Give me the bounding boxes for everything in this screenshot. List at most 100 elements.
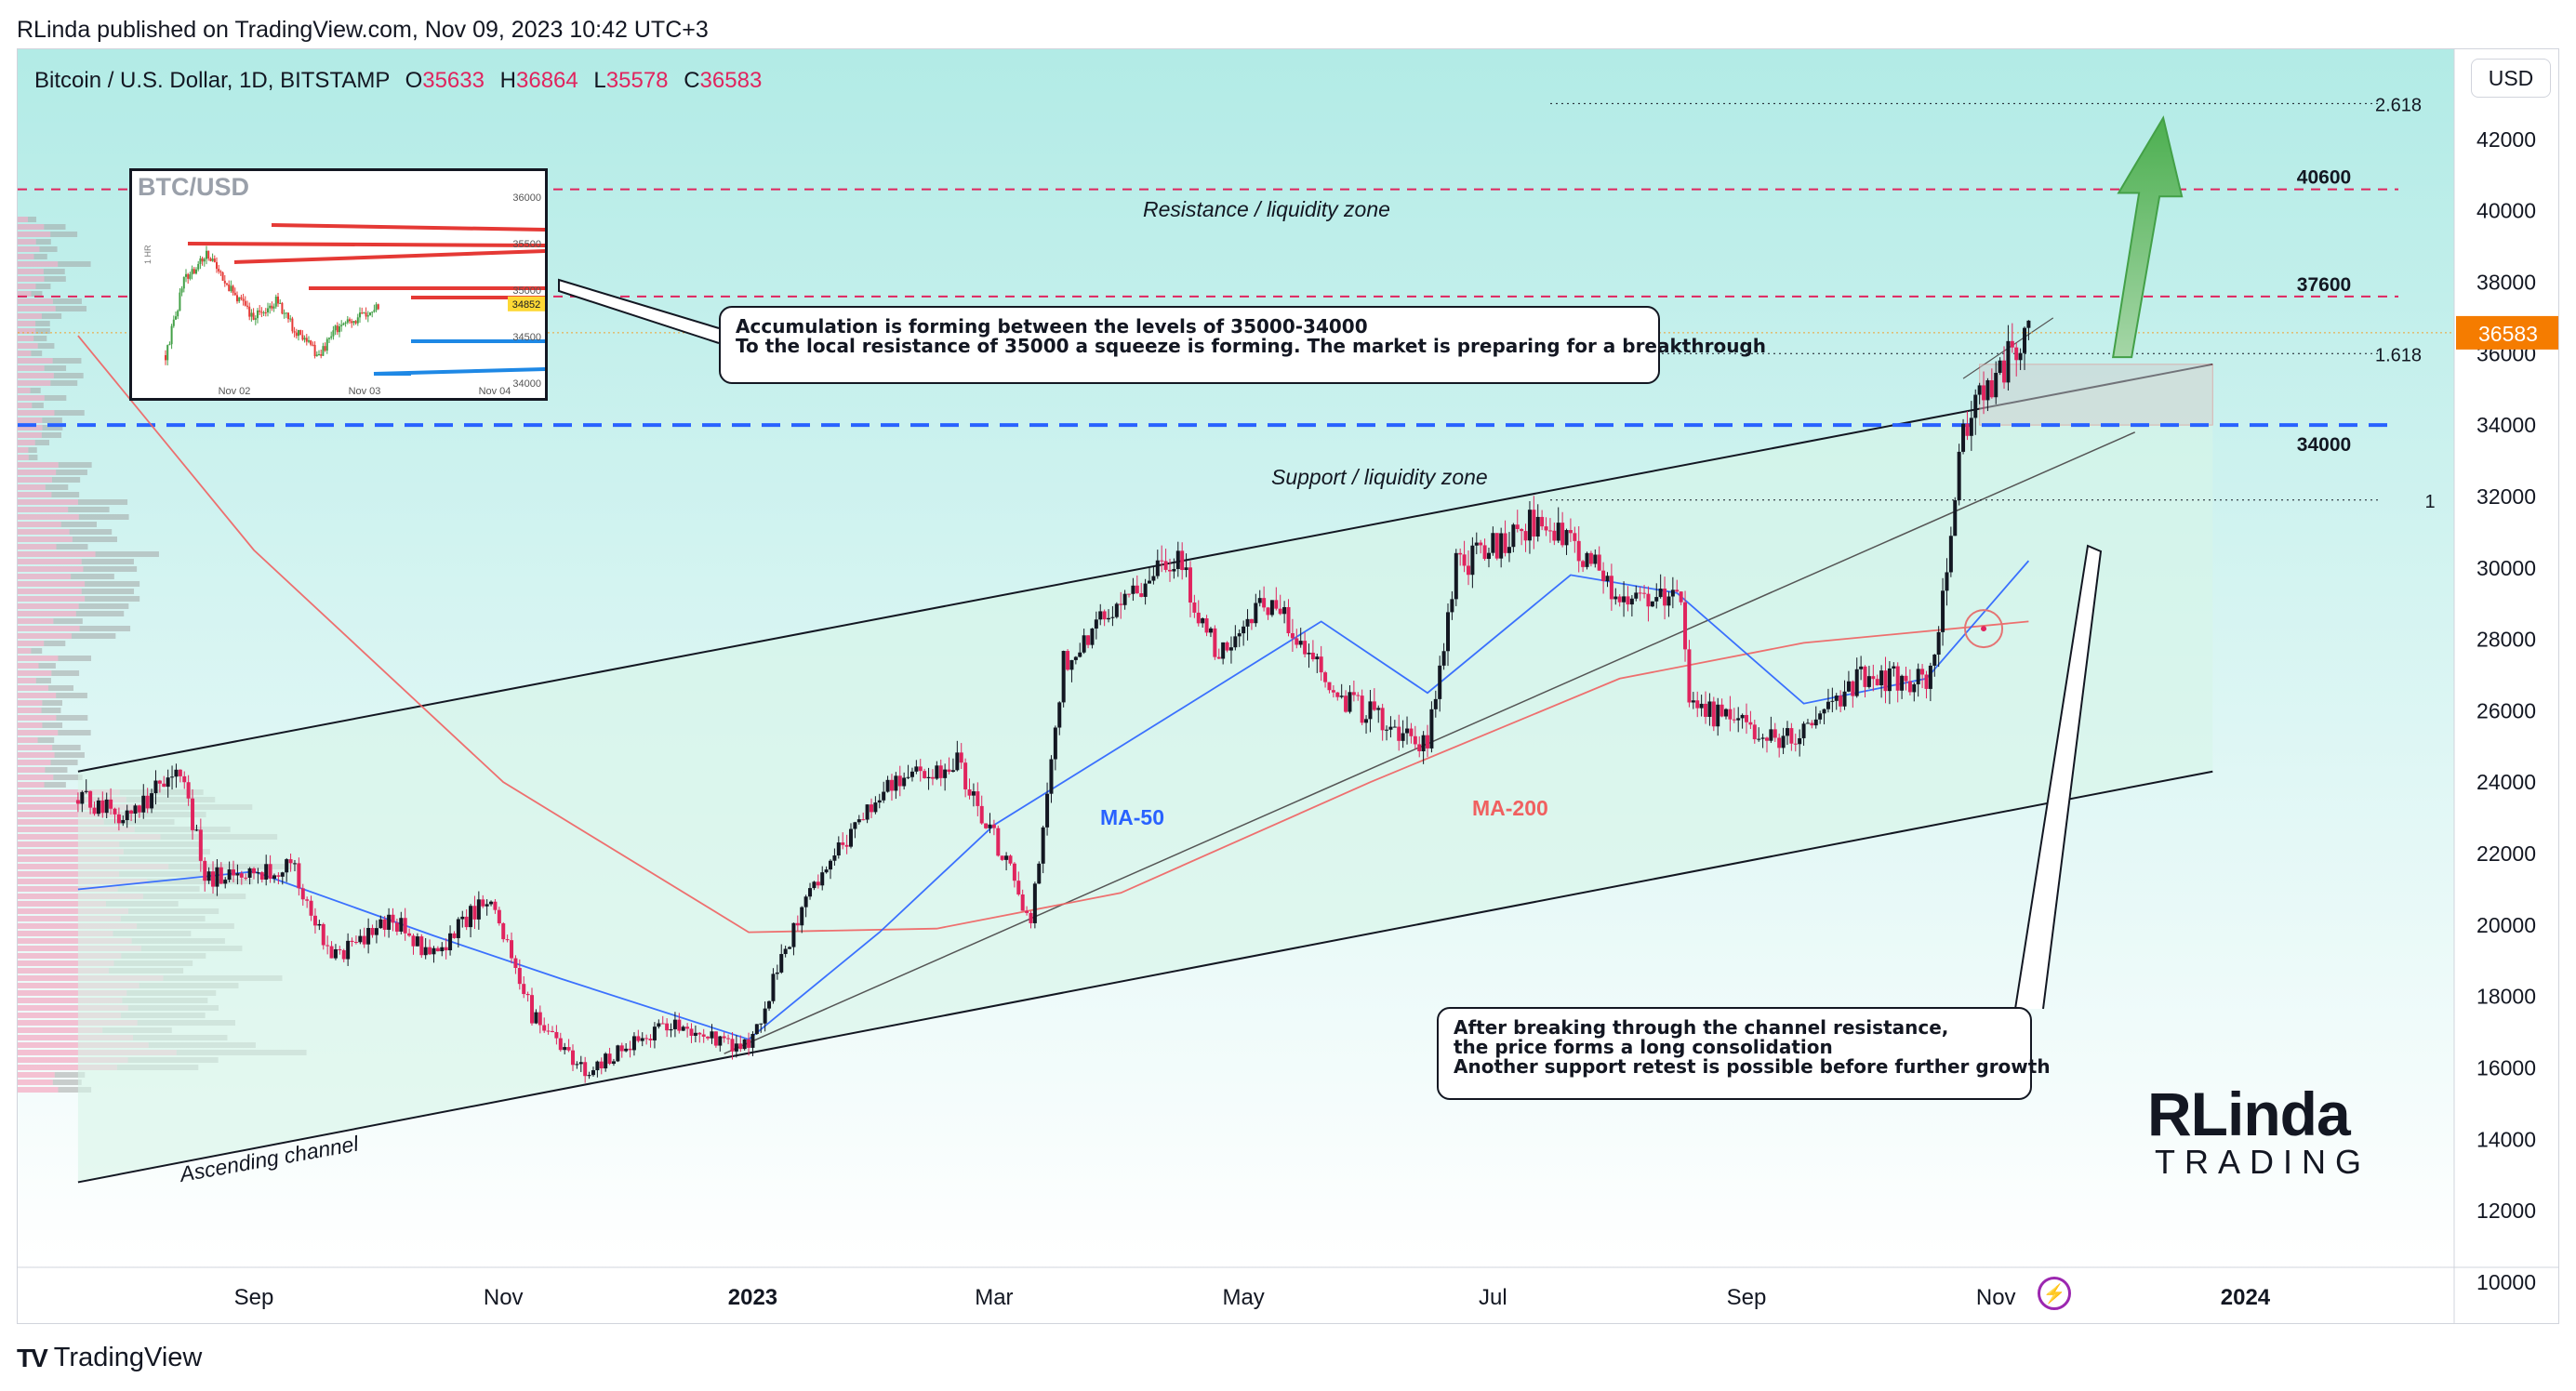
volume-profile-bar (18, 752, 55, 758)
callout-pointer-top (558, 278, 720, 344)
candle-body (1691, 700, 1695, 703)
candle-body (1192, 602, 1197, 613)
candle-body (472, 906, 477, 920)
candle-body (750, 1033, 755, 1048)
volume-profile-bar (44, 395, 67, 401)
candle-body (1421, 735, 1426, 751)
volume-profile-bar (18, 232, 51, 237)
volume-profile-bar (18, 239, 36, 245)
candle-body (1760, 737, 1765, 739)
candle-body (1752, 724, 1757, 740)
volume-profile-bar (44, 782, 66, 788)
candle-body (1184, 567, 1188, 571)
candle-body (1879, 670, 1884, 686)
volume-profile-bar (18, 819, 104, 825)
candle-body (996, 828, 1001, 856)
volume-profile-bar (18, 1087, 59, 1093)
volume-profile-bar (83, 566, 138, 572)
candle-body (1135, 585, 1139, 594)
candle-body (1764, 737, 1769, 741)
inset-candle-body (283, 312, 285, 314)
candle-body (1544, 526, 1548, 531)
volume-profile-bar (18, 730, 59, 735)
candle-body (1045, 793, 1050, 828)
candle-body (1638, 592, 1642, 594)
volume-profile-bar (35, 678, 51, 683)
candle-body (1704, 703, 1708, 717)
volume-profile-bar (18, 1080, 53, 1085)
candle-body (1866, 676, 1871, 687)
tradingview-logo-icon: TV (17, 1343, 48, 1372)
volume-profile-bar (28, 455, 38, 460)
volume-profile-bar (18, 960, 114, 966)
candle-body (232, 869, 236, 876)
candle-body (1977, 385, 1982, 395)
candle-body (292, 863, 297, 865)
volume-profile-bar (18, 574, 72, 579)
volume-profile-bar (18, 522, 61, 527)
volume-profile-bar (18, 403, 33, 408)
candle-body (1482, 545, 1487, 560)
candle-body (153, 780, 158, 794)
candle-body (272, 875, 276, 880)
candle-body (157, 780, 162, 784)
inset-price-label: 36000 (512, 192, 541, 204)
inset-candle-body (260, 311, 263, 313)
accumulation-zone-box (1979, 364, 2213, 426)
candle-body (194, 829, 199, 831)
candle-body (1875, 679, 1879, 686)
candle-body (1839, 696, 1843, 707)
candle-body (979, 805, 984, 824)
candle-body (394, 922, 399, 932)
inset-candle-body (277, 296, 279, 304)
inset-candle-body (320, 353, 323, 356)
candle-body (235, 873, 240, 876)
volume-profile-bar (18, 455, 29, 460)
candle-body (697, 1032, 702, 1035)
chart-frame[interactable]: Resistance / liquidity zone Support / liq… (17, 48, 2559, 1324)
ma50-label: MA-50 (1100, 805, 1164, 829)
candle-body (1470, 545, 1475, 576)
volume-profile-bar (42, 425, 63, 431)
inset-candle-body (201, 258, 204, 262)
candle-body (456, 919, 460, 938)
candle-body (1982, 385, 1986, 401)
candle-body (1781, 735, 1786, 748)
price-axis-label: 10000 (2476, 1270, 2536, 1294)
volume-profile-bar (54, 752, 85, 758)
candle-body (984, 823, 989, 828)
open-label: O (405, 68, 423, 93)
candle-body (791, 922, 796, 947)
candle-body (841, 842, 845, 845)
close-value: 36583 (699, 68, 763, 93)
candle-body (1438, 665, 1442, 699)
currency-button[interactable]: USD (2471, 59, 2551, 98)
candle-body (534, 1012, 538, 1024)
volume-profile-bar (18, 284, 36, 289)
candle-body (1687, 649, 1692, 703)
inset-price-label: 34000 (512, 378, 541, 390)
candle-body (121, 820, 126, 824)
candle-body (1303, 641, 1308, 655)
candle-body (1547, 530, 1552, 532)
volume-profile-bar (18, 343, 38, 349)
candle-body (239, 873, 244, 878)
volume-profile-bar (35, 328, 50, 334)
lightning-icon[interactable]: ⚡ (2038, 1277, 2071, 1310)
candle-body (96, 800, 100, 815)
candle-body (448, 933, 453, 951)
candle-body (1122, 593, 1127, 605)
inset-candle-body (313, 344, 316, 357)
time-axis-label: Sep (1727, 1285, 1767, 1310)
volume-profile-bar (53, 775, 83, 780)
callout-consolidation: After breaking through the channel resis… (1437, 1007, 2051, 1100)
candle-body (1863, 666, 1867, 687)
candle-body (657, 1023, 661, 1027)
candle-body (1785, 728, 1789, 736)
inset-candle-body (242, 298, 245, 301)
inset-candle-body (221, 272, 224, 281)
price-chart[interactable]: Resistance / liquidity zone Support / liq… (18, 49, 2559, 1324)
tradingview-footer[interactable]: TV TradingView (17, 1343, 202, 1373)
candle-body (1576, 540, 1581, 562)
candle-body (738, 1043, 743, 1050)
